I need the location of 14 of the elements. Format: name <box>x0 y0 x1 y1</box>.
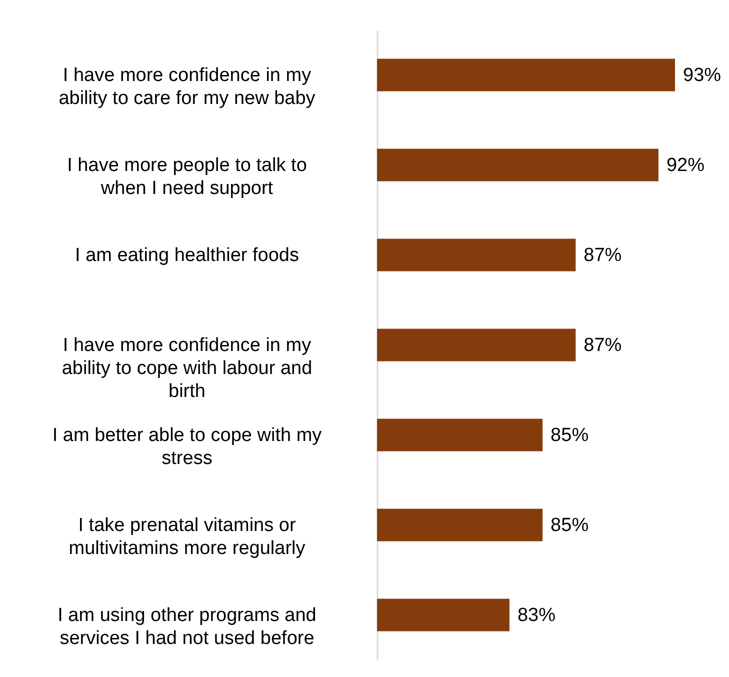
data-label: 93% <box>683 65 722 86</box>
y-tick-label: I am using other programs and services I had not used before <box>58 605 316 649</box>
y-tick-label: I have more confidence in my ability to care for my new baby <box>58 65 316 109</box>
y-tick-label: I take prenatal vitamins or multivitamins more regularly <box>68 515 306 559</box>
y-tick-label: I have more people to talk to when I need support <box>67 155 307 199</box>
y-tick-label: I have more confidence in my ability to cope with labour and birth <box>62 335 312 402</box>
data-label: 85% <box>550 515 589 536</box>
data-label: 87% <box>584 335 622 356</box>
y-tick-label: I am eating healthier foods <box>75 245 299 266</box>
data-label: 85% <box>550 425 589 446</box>
y-tick-label: I am better able to cope with my stress <box>52 425 322 469</box>
data-label: 92% <box>666 155 705 176</box>
data-label: 83% <box>517 605 556 626</box>
data-label: 87% <box>584 245 622 266</box>
